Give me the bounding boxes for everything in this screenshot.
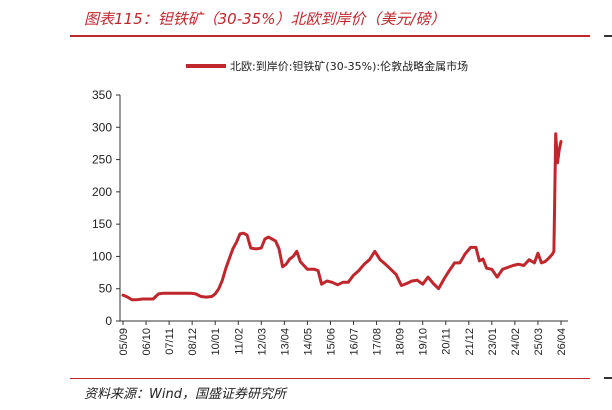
y-axis-ticks: 0 50 100 150 200 250 300 350	[92, 88, 120, 328]
series-line	[121, 132, 563, 302]
x-tick-label: 19/10	[418, 328, 430, 356]
y-tick-label: 250	[92, 153, 112, 167]
x-tick-label: 21/12	[464, 328, 476, 356]
x-tick-label: 13/04	[279, 328, 291, 356]
y-tick-label: 150	[92, 217, 112, 231]
x-tick-label: 23/01	[487, 328, 499, 356]
bottom-divider	[70, 378, 590, 379]
x-tick-label: 08/12	[187, 328, 199, 356]
x-tick-label: 12/03	[256, 328, 268, 356]
x-tick-label: 14/05	[302, 328, 314, 356]
top-divider	[70, 35, 590, 37]
figure-title: 图表115：钽铁矿（30-35%）北欧到岸价（美元/磅）	[84, 10, 446, 28]
bottom-edge-mark	[604, 377, 612, 379]
x-tick-label: 18/09	[395, 328, 407, 356]
x-tick-label: 16/07	[349, 328, 361, 356]
x-tick-label: 07/11	[164, 328, 176, 355]
tantalite-price-chart: 北欧:到岸价:钽铁矿(30-35%):伦敦战略金属市场 0 50 100 150 200…	[92, 59, 568, 356]
x-tick-label: 10/01	[210, 328, 222, 356]
x-tick-label: 26/04	[556, 328, 568, 356]
y-tick-label: 50	[99, 282, 113, 296]
legend-label: 北欧:到岸价:钽铁矿(30-35%):伦敦战略金属市场	[230, 59, 468, 73]
x-tick-label: 11/02	[233, 328, 245, 355]
x-tick-label: 20/11	[441, 328, 453, 355]
y-tick-label: 350	[92, 88, 112, 102]
x-axis-ticks: 05/09 06/10 07/11 08/12 10/01 11/02 12/03 13/04…	[118, 321, 568, 356]
x-tick-label: 17/08	[372, 328, 384, 356]
x-tick-label: 24/02	[510, 328, 522, 356]
source-note: 资料来源：Wind，国盛证券研究所	[84, 387, 286, 402]
x-tick-label: 05/09	[118, 328, 130, 356]
top-edge-mark	[604, 35, 612, 37]
x-tick-label: 15/06	[325, 328, 337, 356]
y-tick-label: 200	[92, 185, 112, 199]
y-tick-label: 0	[105, 314, 112, 328]
y-tick-label: 300	[92, 120, 112, 134]
y-tick-label: 100	[92, 249, 112, 263]
x-tick-label: 25/03	[533, 328, 545, 356]
x-tick-label: 06/10	[141, 328, 153, 356]
legend: 北欧:到岸价:钽铁矿(30-35%):伦敦战略金属市场	[186, 59, 468, 73]
